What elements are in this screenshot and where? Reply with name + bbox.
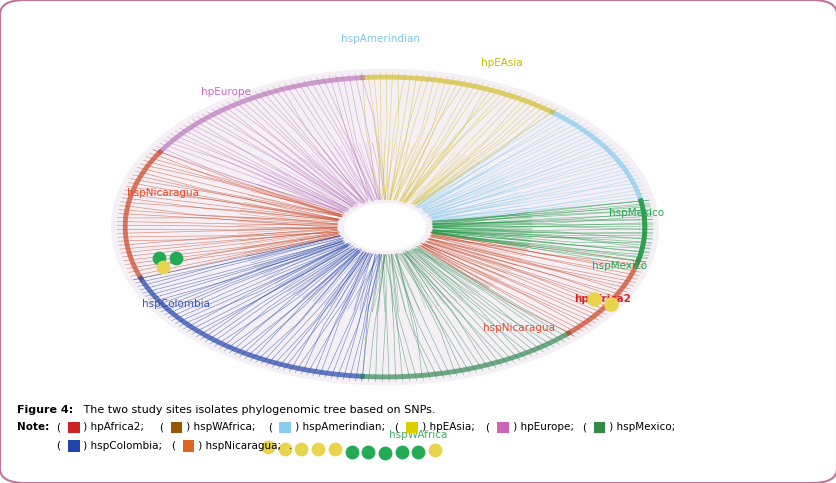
FancyBboxPatch shape	[171, 422, 182, 433]
Text: ) hspColombia;: ) hspColombia;	[80, 440, 162, 451]
Circle shape	[112, 70, 657, 384]
Text: hspMexico: hspMexico	[591, 261, 646, 270]
Circle shape	[369, 218, 400, 236]
FancyBboxPatch shape	[405, 422, 417, 433]
Point	[152, 255, 166, 262]
Text: .: .	[288, 440, 292, 451]
Point	[294, 445, 308, 453]
Point	[169, 255, 182, 262]
FancyBboxPatch shape	[68, 422, 79, 433]
Point	[378, 449, 391, 457]
Text: hspWAfrica: hspWAfrica	[389, 430, 447, 440]
Point	[156, 263, 170, 270]
Text: hspNicaragua: hspNicaragua	[127, 188, 199, 198]
Text: hspAmerindian: hspAmerindian	[341, 34, 420, 43]
Text: Note:: Note:	[17, 422, 49, 432]
Circle shape	[344, 204, 425, 250]
Point	[278, 445, 291, 453]
Ellipse shape	[369, 220, 400, 234]
Text: (: (	[57, 440, 64, 451]
Text: (: (	[395, 422, 402, 432]
FancyBboxPatch shape	[68, 440, 79, 452]
FancyBboxPatch shape	[279, 422, 291, 433]
Text: ) hspAmerindian;: ) hspAmerindian;	[292, 422, 385, 432]
Text: Figure 4:: Figure 4:	[17, 405, 73, 415]
Text: (: (	[160, 422, 166, 432]
Point	[261, 443, 274, 451]
Text: hspNicaragua: hspNicaragua	[482, 324, 554, 333]
Text: ) hspWAfrica;: ) hspWAfrica;	[183, 422, 255, 432]
Point	[311, 445, 324, 453]
FancyBboxPatch shape	[593, 422, 604, 433]
Text: hspColombia: hspColombia	[141, 299, 210, 309]
Text: ) hspMexico;: ) hspMexico;	[605, 422, 675, 432]
Text: The two study sites isolates phylogenomic tree based on SNPs.: The two study sites isolates phylogenomi…	[79, 405, 435, 415]
Text: ) hpEAsia;: ) hpEAsia;	[418, 422, 474, 432]
Circle shape	[349, 207, 420, 247]
Point	[587, 296, 600, 303]
Text: (: (	[582, 422, 589, 432]
Text: (: (	[57, 422, 64, 432]
Text: (: (	[486, 422, 492, 432]
Point	[604, 300, 617, 308]
Text: ) hpAfrica2;: ) hpAfrica2;	[80, 422, 144, 432]
Text: (: (	[171, 440, 179, 451]
Text: hpEurope: hpEurope	[201, 87, 251, 97]
Point	[361, 448, 375, 455]
Point	[344, 448, 358, 455]
FancyBboxPatch shape	[497, 422, 508, 433]
Text: (: (	[268, 422, 275, 432]
Point	[411, 448, 425, 455]
Point	[428, 446, 441, 454]
Text: hspMexico: hspMexico	[608, 208, 663, 217]
Point	[328, 445, 341, 453]
FancyBboxPatch shape	[182, 440, 194, 452]
Text: ) hpEurope;: ) hpEurope;	[509, 422, 573, 432]
Text: hpEAsia: hpEAsia	[481, 58, 522, 68]
Text: ) hspNicaragua;: ) hspNicaragua;	[195, 440, 281, 451]
Text: hpAfrica2: hpAfrica2	[573, 295, 630, 304]
Point	[395, 448, 408, 455]
